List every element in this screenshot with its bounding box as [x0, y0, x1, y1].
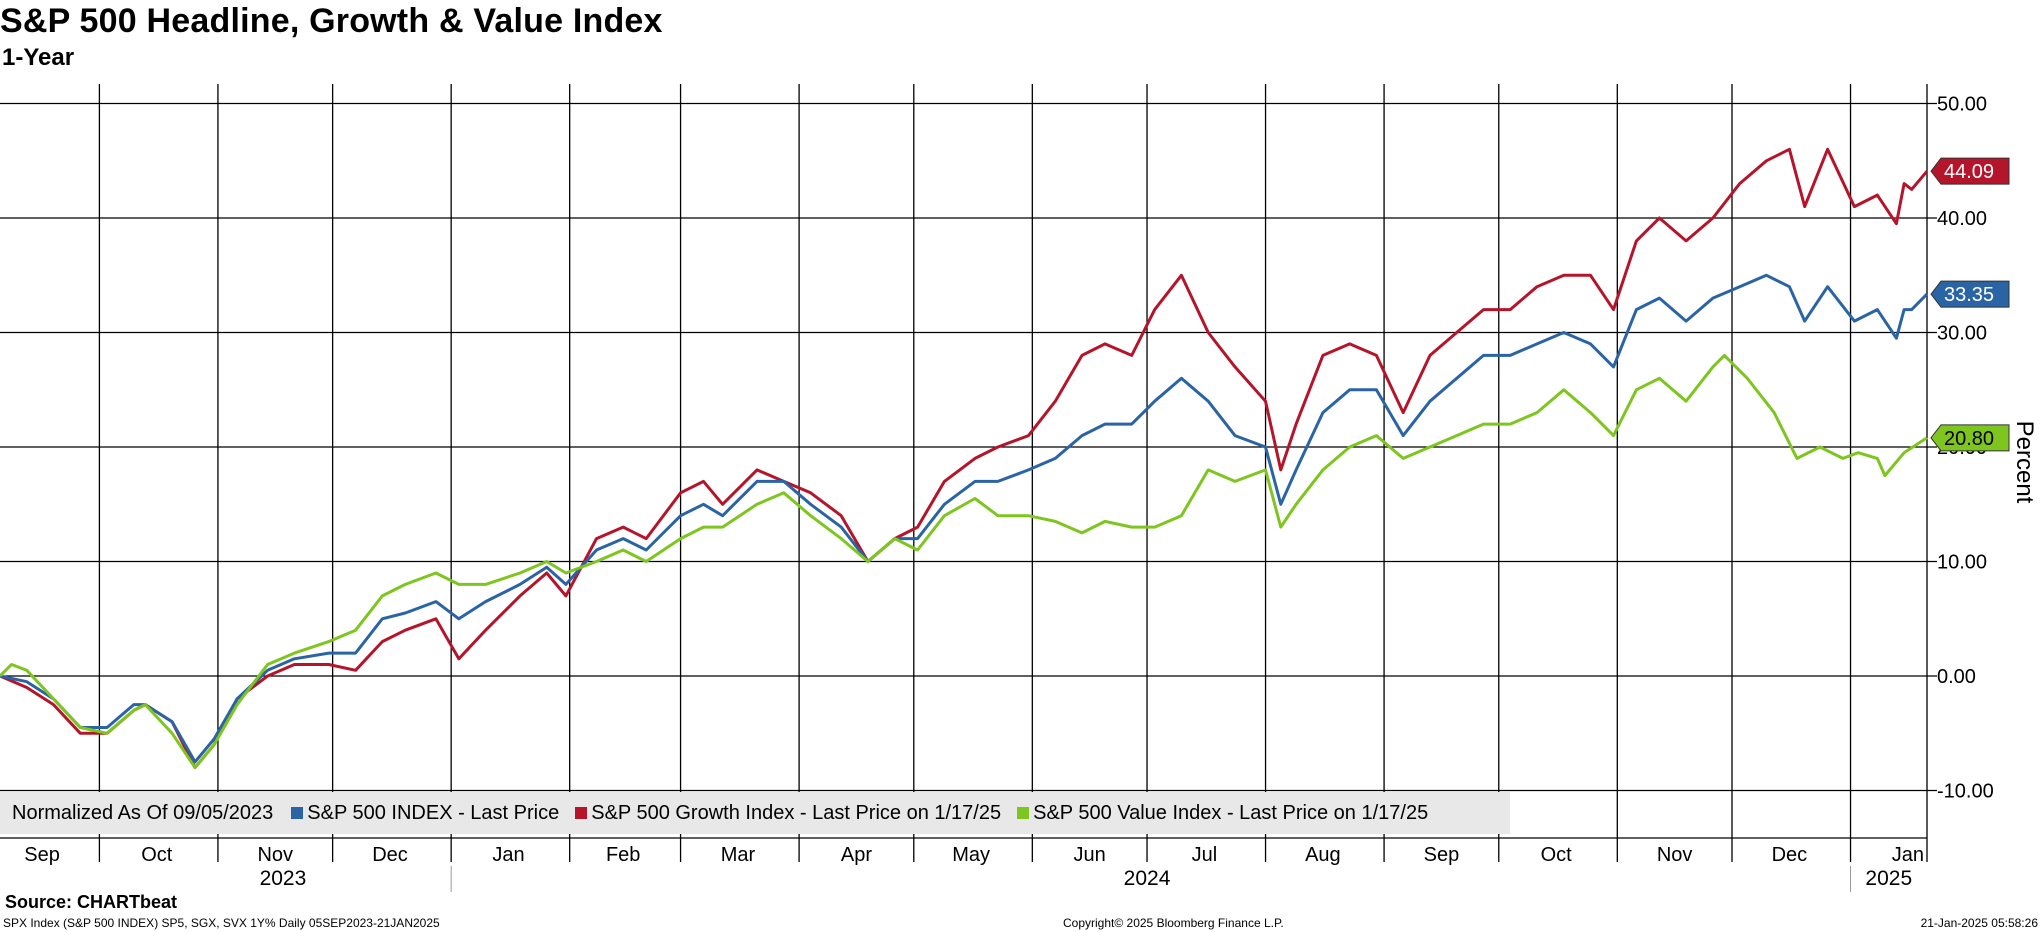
x-tick-label: Oct	[141, 844, 173, 866]
chart-title: S&P 500 Headline, Growth & Value Index	[0, 2, 663, 40]
series-lines	[0, 147, 1929, 770]
x-tick-label: Jun	[1074, 844, 1106, 866]
chart-subtitle: 1-Year	[2, 44, 75, 71]
last-value-tag-2	[1930, 424, 2010, 452]
y-tick-label: 50.00	[1937, 94, 1987, 116]
gridlines	[0, 84, 1937, 862]
legend: Normalized As Of 09/05/2023 S&P 500 INDE…	[0, 792, 1510, 834]
x-tick-label: Sep	[24, 844, 60, 866]
x-tick-label: Feb	[606, 844, 640, 866]
last-value-tag-0	[1930, 157, 2010, 185]
y-tick-label: 30.00	[1937, 323, 1987, 345]
x-tick-label: Aug	[1305, 844, 1341, 866]
footer-timestamp: 21-Jan-2025 05:58:26	[1920, 916, 2038, 930]
x-axis: Sep Oct Nov Dec Jan Feb Mar Apr May Jun Jul Aug Sep O…	[0, 837, 1927, 892]
source-note: Source: CHARTbeat	[5, 892, 178, 912]
footer-copyright: Copyright© 2025 Bloomberg Finance L.P.	[1063, 916, 1284, 930]
x-tick-label: May	[952, 844, 990, 866]
year-label: 2024	[1124, 867, 1171, 890]
x-tick-label: Sep	[1424, 844, 1460, 866]
y-tick-label: 0.00	[1937, 666, 1976, 688]
legend-swatch-spx	[291, 807, 304, 819]
x-tick-label: Nov	[1657, 844, 1693, 866]
x-tick-label: Mar	[721, 844, 756, 866]
legend-item-spx: S&P 500 INDEX - Last Price	[307, 801, 560, 824]
x-tick-label: Dec	[1772, 844, 1808, 866]
last-value-tag-1	[1930, 280, 2010, 308]
year-label: 2025	[1865, 867, 1912, 890]
legend-swatch-growth	[575, 807, 588, 819]
legend-prefix: Normalized As Of 09/05/2023	[12, 801, 274, 824]
last-value-label-2: 20.80	[1944, 428, 1994, 450]
y-tick-label: -10.00	[1937, 781, 1994, 803]
legend-swatch-value	[1017, 807, 1030, 819]
x-tick-label: Jan	[1892, 844, 1924, 866]
x-tick-label: Nov	[257, 844, 293, 866]
y-axis-label: Percent	[2011, 421, 2038, 504]
y-tick-label: 10.00	[1937, 552, 1987, 574]
series-line-2	[0, 353, 1928, 770]
series-line-1	[0, 273, 1929, 764]
year-label: 2023	[260, 867, 307, 890]
x-tick-label: Jan	[492, 844, 524, 866]
y-tick-label: 40.00	[1937, 208, 1987, 230]
last-value-label-1: 33.35	[1944, 284, 1994, 306]
last-value-tags: 44.09 33.35 20.80	[1930, 157, 2010, 452]
footer-ticker-info: SPX Index (S&P 500 INDEX) SP5, SGX, SVX …	[3, 916, 440, 930]
last-value-label-0: 44.09	[1944, 161, 1994, 183]
x-tick-label: Dec	[372, 844, 408, 866]
x-tick-label: Jul	[1192, 844, 1218, 866]
legend-item-growth: S&P 500 Growth Index - Last Price on 1/1…	[591, 801, 1002, 824]
x-tick-label: Oct	[1541, 844, 1573, 866]
x-tick-label: Apr	[841, 844, 872, 866]
series-line-0	[0, 147, 1929, 770]
legend-item-value: S&P 500 Value Index - Last Price on 1/17…	[1033, 801, 1429, 824]
